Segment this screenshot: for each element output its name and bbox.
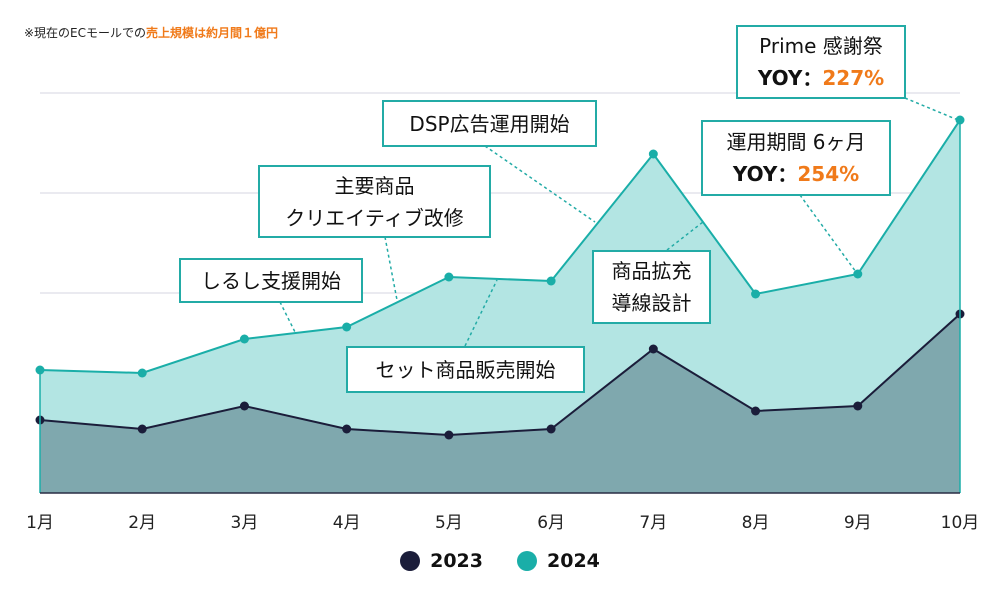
annotation-support: しるし支援開始 xyxy=(179,258,363,303)
point-2023-8月 xyxy=(751,406,761,416)
legend-item-2024: 2024 xyxy=(517,550,600,572)
yoy-line: YOY：254% xyxy=(703,158,889,190)
leader-line xyxy=(464,279,498,347)
line-2024 xyxy=(39,119,961,375)
point-2024-3月 xyxy=(239,334,249,344)
point-2024-4月 xyxy=(342,322,352,332)
legend: 2023 2024 xyxy=(0,550,1000,572)
x-tick-label: 1月 xyxy=(26,513,54,533)
annotation-dsp: DSP広告運用開始 xyxy=(382,100,597,147)
x-tick-label: 10月 xyxy=(941,513,980,533)
annotation-expand: 商品拡充 導線設計 xyxy=(592,250,711,324)
legend-swatch xyxy=(400,551,421,571)
legend-label: 2023 xyxy=(430,550,483,572)
leader-line xyxy=(279,301,296,333)
annotation-text: 運用期間 6ヶ月 xyxy=(726,130,866,154)
point-2024-7月 xyxy=(648,149,658,159)
point-2024-9月 xyxy=(853,269,863,279)
point-2023-6月 xyxy=(546,424,556,434)
leader-line xyxy=(904,97,959,121)
point-2024-8月 xyxy=(751,289,761,299)
annotation-prime: Prime 感謝祭 YOY：227% xyxy=(736,25,906,99)
yoy-value: 254% xyxy=(797,162,860,186)
annotation-six-months: 運用期間 6ヶ月 YOY：254% xyxy=(701,120,891,196)
footnote: ※現在のECモールでの売上規模は約月間１億円 xyxy=(24,24,278,41)
annotation-text: 導線設計 xyxy=(611,291,692,315)
annotation-text: DSP広告運用開始 xyxy=(409,111,570,136)
leader-line xyxy=(384,236,398,301)
legend-swatch xyxy=(517,551,537,571)
point-2023-2月 xyxy=(137,424,147,434)
x-tick-label: 5月 xyxy=(435,513,463,533)
annotation-text: 主要商品 xyxy=(334,173,415,198)
point-2024-6月 xyxy=(546,276,556,286)
point-2024-5月 xyxy=(444,272,454,282)
yoy-label: YOY： xyxy=(757,66,823,90)
point-2023-5月 xyxy=(444,430,454,440)
yoy-line: YOY：227% xyxy=(738,62,904,94)
leader-line xyxy=(484,145,596,223)
point-2024-2月 xyxy=(137,368,147,378)
annotation-text: しるし支援開始 xyxy=(201,268,341,293)
point-2023-9月 xyxy=(853,401,863,411)
annotation-set: セット商品販売開始 xyxy=(346,346,585,393)
footnote-highlight: 売上規模は約月間１億円 xyxy=(146,26,279,40)
x-tick-label: 6月 xyxy=(537,513,565,533)
line-2023 xyxy=(39,313,961,437)
point-2023-3月 xyxy=(239,401,249,411)
point-2023-4月 xyxy=(342,424,352,434)
annotation-text: クリエイティブ改修 xyxy=(285,205,464,230)
x-tick-label: 3月 xyxy=(231,513,259,533)
leader-line xyxy=(799,194,857,273)
x-tick-label: 2月 xyxy=(128,513,156,533)
area-2023-front xyxy=(40,314,960,493)
x-tick-label: 4月 xyxy=(333,513,361,533)
annotation-creative: 主要商品クリエイティブ改修 xyxy=(258,165,491,238)
point-2023-7月 xyxy=(648,344,658,354)
x-tick-label: 8月 xyxy=(742,513,770,533)
legend-item-2023: 2023 xyxy=(400,550,483,572)
yoy-label: YOY： xyxy=(732,162,798,186)
footnote-text: ※現在のECモールでの xyxy=(24,26,147,40)
yoy-value: 227% xyxy=(822,66,885,90)
annotation-text: セット商品販売開始 xyxy=(375,357,556,382)
leader-line xyxy=(666,221,704,251)
legend-label: 2024 xyxy=(547,550,600,572)
annotation-text: 商品拡充 xyxy=(611,259,692,283)
annotation-text: Prime 感謝祭 xyxy=(759,34,883,58)
x-tick-label: 7月 xyxy=(639,513,667,533)
x-tick-label: 9月 xyxy=(844,513,872,533)
